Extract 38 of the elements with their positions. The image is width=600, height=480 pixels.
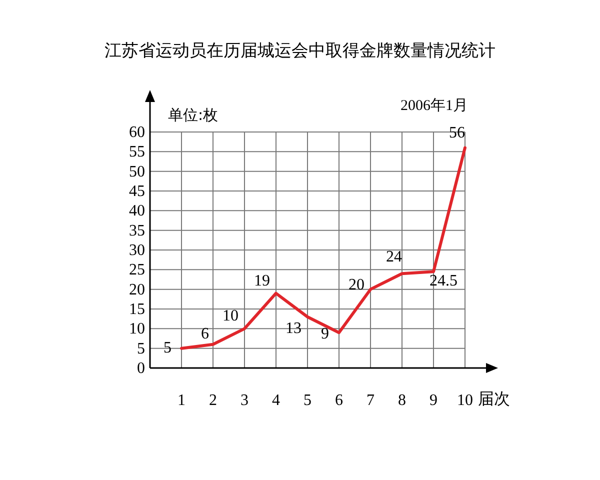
data-label: 10 [222,308,238,325]
data-label: 20 [348,276,364,294]
data-label: 6 [201,325,209,342]
y-tick-label: 55 [129,144,145,161]
data-label: 24.5 [430,272,458,290]
x-tick-label: 7 [366,392,374,409]
y-tick-label: 45 [129,183,145,200]
x-tick-label: 5 [304,392,312,409]
x-tick-label: 4 [272,392,280,409]
y-tick-label: 30 [129,242,145,259]
y-tick-label: 35 [129,222,145,240]
chart-title: 江苏省运动员在历届城运会中取得金牌数量情况统计 [104,41,496,61]
text: 2006年1月 [400,97,468,114]
y-tick-label: 15 [129,301,145,318]
x-tick-label: 1 [178,392,186,409]
x-tick-label: 10 [457,392,473,409]
data-label: 5 [164,339,172,356]
y-tick-label: 60 [129,124,145,141]
x-tick-label: 9 [430,392,438,409]
x-tick-label: 8 [398,392,406,409]
data-label: 9 [321,326,329,343]
data-label: 24 [386,248,402,266]
data-label: 13 [286,320,302,337]
y-tick-label: 50 [129,163,145,180]
y-tick-label: 0 [137,360,145,377]
y-tick-label: 20 [129,281,145,298]
x-tick-label: 3 [240,392,248,409]
y-tick-label: 25 [129,262,145,279]
x-tick-label: 6 [335,392,343,409]
line-series [180,146,466,350]
y-tick-label: 40 [129,202,145,220]
x-axis-title: 届次 [478,389,510,408]
y-tick-label: 10 [129,320,145,338]
data-label: 19 [254,272,270,290]
x-tick-label: 2 [209,392,217,409]
y-tick-label: 5 [137,340,145,358]
data-label: 56 [449,124,465,142]
y-axis-title: 单位:枚 [168,106,218,124]
